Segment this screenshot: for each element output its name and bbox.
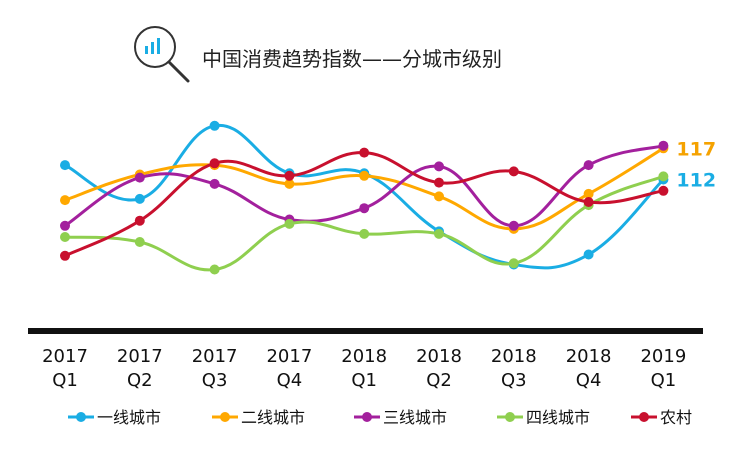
data-point xyxy=(134,172,145,183)
plot-area xyxy=(60,120,669,275)
data-point xyxy=(359,203,370,214)
legend-marker xyxy=(220,412,230,422)
series-5 xyxy=(60,147,669,261)
data-point xyxy=(209,264,220,275)
data-point xyxy=(209,120,220,131)
data-point xyxy=(134,215,145,226)
data-point xyxy=(359,228,370,239)
legend: 一线城市 二线城市 三线城市 四线城市 农村 xyxy=(68,408,692,427)
data-point xyxy=(284,170,295,181)
legend-marker xyxy=(505,412,515,422)
series-4 xyxy=(60,171,669,275)
chart-title: 中国消费趋势指数——分城市级别 xyxy=(202,47,502,71)
legend-item: 一线城市 xyxy=(68,408,161,427)
data-point xyxy=(508,258,519,269)
data-point xyxy=(508,220,519,231)
data-point xyxy=(583,188,594,199)
data-point xyxy=(658,185,669,196)
data-point xyxy=(60,195,70,206)
data-point xyxy=(434,228,444,239)
data-point xyxy=(284,218,295,229)
data-point xyxy=(359,147,370,158)
legend-label: 四线城市 xyxy=(526,408,590,427)
x-tick-label: 2018 Q4 xyxy=(566,346,612,391)
data-point xyxy=(359,170,370,181)
legend-label: 农村 xyxy=(660,408,692,427)
data-point xyxy=(434,177,444,188)
data-point xyxy=(658,171,669,182)
legend-item: 二线城市 xyxy=(212,408,305,427)
legend-label: 一线城市 xyxy=(97,408,161,427)
legend-marker xyxy=(639,412,649,422)
data-point xyxy=(434,191,444,202)
data-point xyxy=(434,161,444,172)
x-axis-tick-labels: 2017 Q1 2017 Q2 2017 Q3 2017 Q4 2018 Q1 2018 Q2 2018… xyxy=(42,346,686,391)
x-tick-label: 2019 Q1 xyxy=(640,346,686,391)
legend-label: 二线城市 xyxy=(241,408,305,427)
legend-marker xyxy=(362,412,372,422)
legend-item: 农村 xyxy=(631,408,692,427)
data-point xyxy=(284,178,295,189)
magnifier-chart-icon xyxy=(134,26,190,83)
data-point xyxy=(134,237,145,247)
x-tick-label: 2017 Q2 xyxy=(117,346,163,391)
data-point xyxy=(60,250,70,261)
data-point xyxy=(583,160,594,171)
series-line xyxy=(64,144,664,228)
legend-label: 三线城市 xyxy=(383,408,447,427)
legend-marker xyxy=(76,412,86,422)
x-tick-label: 2018 Q1 xyxy=(341,346,387,391)
legend-item: 三线城市 xyxy=(354,408,447,427)
x-tick-label: 2018 Q2 xyxy=(416,346,462,391)
data-point xyxy=(60,160,70,171)
data-point xyxy=(583,249,594,260)
data-point xyxy=(60,220,70,231)
data-point xyxy=(508,166,519,177)
end-label: 117 xyxy=(676,138,716,160)
data-point xyxy=(134,193,145,204)
data-point xyxy=(209,178,220,189)
x-tick-label: 2017 Q4 xyxy=(266,346,312,391)
data-point xyxy=(658,140,669,151)
end-label: 112 xyxy=(676,170,716,192)
data-point xyxy=(209,158,220,169)
x-tick-label: 2017 Q3 xyxy=(192,346,238,391)
legend-item: 四线城市 xyxy=(497,408,590,427)
data-point xyxy=(583,197,594,207)
data-point xyxy=(60,232,70,242)
x-tick-label: 2017 Q1 xyxy=(42,346,88,391)
x-tick-label: 2018 Q3 xyxy=(491,346,537,391)
